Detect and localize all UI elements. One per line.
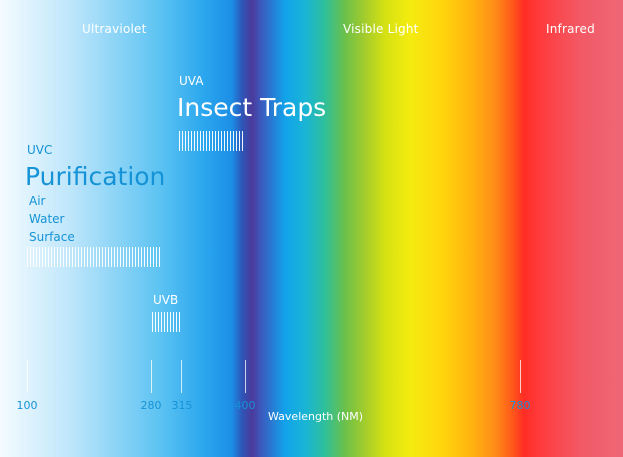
axis-title: Wavelength (NM) xyxy=(268,410,364,423)
uvc-use-item: Surface xyxy=(29,230,75,244)
uva-application-title: Insect Traps xyxy=(177,93,327,122)
axis-tick-label: 315 xyxy=(171,399,193,412)
uvc-application-title: Purification xyxy=(25,162,166,191)
uvb-band-label: UVB xyxy=(153,293,179,307)
uva-range-bar xyxy=(179,131,244,151)
axis-tick-100 xyxy=(27,360,28,393)
axis-tick-label: 400 xyxy=(234,399,256,412)
uvc-range-bar xyxy=(27,247,162,267)
axis-tick-315 xyxy=(181,360,182,393)
region-label-visible-light: Visible Light xyxy=(343,22,419,36)
uvb-range-bar xyxy=(152,312,181,332)
region-label-infrared: Infrared xyxy=(546,22,595,36)
uvc-band-label: UVC xyxy=(27,143,53,157)
axis-tick-280 xyxy=(151,360,152,393)
axis-tick-400 xyxy=(245,360,246,393)
uvc-uses-list: Air Water Surface xyxy=(29,192,75,246)
uvc-use-item: Air xyxy=(29,194,46,208)
axis-tick-label: 780 xyxy=(509,399,531,412)
axis-tick-label: 100 xyxy=(16,399,38,412)
region-label-ultraviolet: Ultraviolet xyxy=(82,22,147,36)
uva-band-label: UVA xyxy=(179,74,204,88)
axis-tick-780 xyxy=(520,360,521,393)
axis-tick-label: 280 xyxy=(140,399,162,412)
uvc-use-item: Water xyxy=(29,212,65,226)
